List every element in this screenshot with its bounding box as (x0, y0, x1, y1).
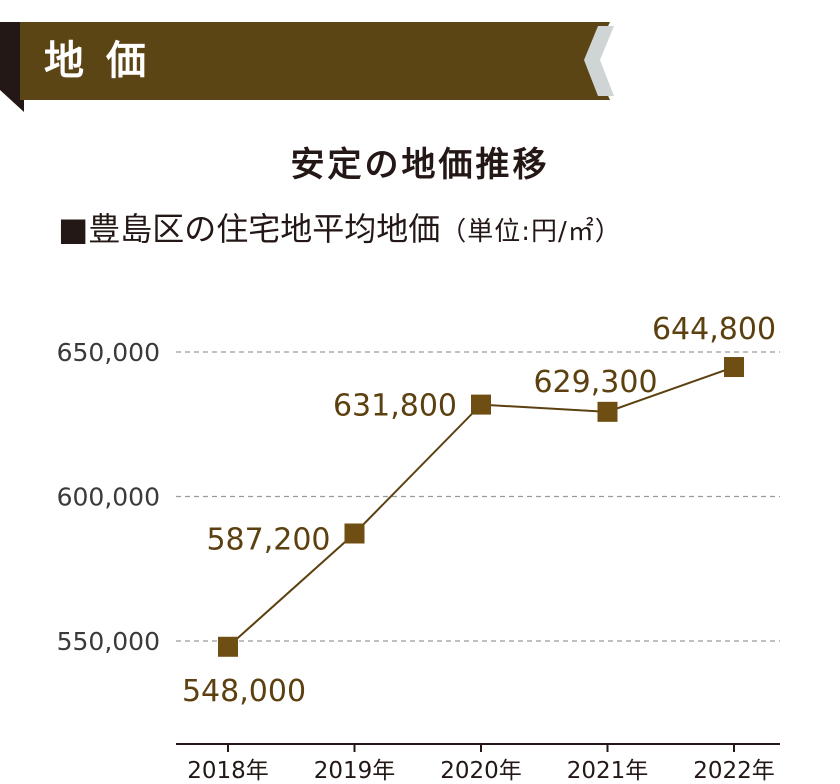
subtitle-text: ■豊島区の住宅地平均地価 (58, 210, 441, 248)
data-point (471, 394, 491, 415)
y-tick-label: 550,000 (57, 627, 160, 656)
y-tick-label: 650,000 (57, 338, 160, 367)
unit-note: （単位:円/㎡） (440, 217, 622, 247)
data-label: 587,200 (206, 522, 330, 557)
chart-title: 安定の地価推移 (290, 145, 550, 185)
data-label: 631,800 (333, 389, 457, 424)
x-tick-label: 2021年 (567, 758, 649, 784)
chart-subtitle: ■豊島区の住宅地平均地価（単位:円/㎡） (58, 204, 622, 250)
data-point (218, 636, 238, 657)
banner-shadow (0, 22, 24, 112)
data-label: 548,000 (182, 674, 306, 709)
banner-ribbon-edge (584, 26, 614, 96)
data-label: 629,300 (533, 365, 657, 400)
x-tick-label: 2019年 (314, 758, 396, 784)
x-tick-label: 2020年 (440, 758, 522, 784)
data-label: 644,800 (652, 312, 776, 347)
data-point (344, 523, 365, 544)
banner-title: 地価 (44, 38, 168, 84)
x-tick-label: 2018年 (187, 758, 269, 784)
section-banner (0, 22, 614, 112)
x-tick-label: 2022年 (693, 758, 775, 784)
data-point (724, 357, 744, 378)
data-point (597, 401, 618, 422)
y-tick-label: 600,000 (57, 483, 160, 512)
banner-ribbon (20, 22, 610, 100)
